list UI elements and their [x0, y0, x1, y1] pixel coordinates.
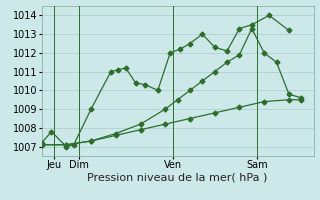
X-axis label: Pression niveau de la mer( hPa ): Pression niveau de la mer( hPa ): [87, 173, 268, 183]
